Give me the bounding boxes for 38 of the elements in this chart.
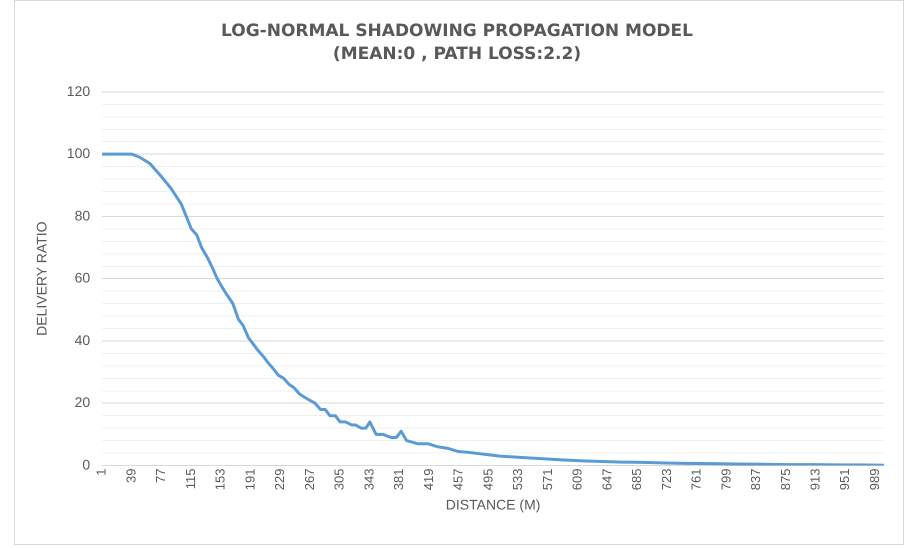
y-tick-label: 80 xyxy=(74,207,90,224)
x-tick-label: 533 xyxy=(510,468,526,490)
x-tick-label: 989 xyxy=(866,468,882,490)
x-tick-label: 647 xyxy=(599,468,614,490)
x-tick-label: 115 xyxy=(182,468,198,490)
x-tick-label: 609 xyxy=(570,468,585,490)
x-tick-label: 229 xyxy=(272,468,288,490)
y-axis-title: DELIVERY RATIO xyxy=(33,221,50,336)
x-tick-label: 419 xyxy=(420,468,436,490)
x-tick-label: 77 xyxy=(153,468,168,483)
x-tick-label: 799 xyxy=(718,468,734,490)
x-tick-label: 267 xyxy=(302,468,317,490)
y-tick-label: 0 xyxy=(82,456,90,472)
y-tick-label: 100 xyxy=(66,145,90,162)
x-tick-label: 457 xyxy=(450,468,466,490)
y-tick-label: 40 xyxy=(74,332,90,348)
x-tick-label: 723 xyxy=(658,468,674,490)
chart-subtitle: (MEAN:0 , PATH LOSS:2.2) xyxy=(332,44,582,64)
x-tick-label: 685 xyxy=(629,468,644,490)
y-tick-label: 60 xyxy=(74,270,90,286)
x-tick-label: 761 xyxy=(688,468,704,490)
x-tick-label: 951 xyxy=(837,468,852,490)
x-tick-label: 837 xyxy=(748,468,764,490)
x-axis-title: DISTANCE (M) xyxy=(446,496,540,512)
y-tick-label: 20 xyxy=(74,394,90,410)
x-tick-label: 153 xyxy=(212,468,228,490)
x-tick-label: 381 xyxy=(391,468,406,490)
x-tick-label: 495 xyxy=(480,468,496,490)
x-tick-label: 343 xyxy=(361,468,376,490)
y-tick-label: 120 xyxy=(66,82,90,99)
chart-title: LOG-NORMAL SHADOWING PROPAGATION MODEL xyxy=(221,20,694,41)
x-tick-label: 305 xyxy=(332,468,347,490)
x-tick-label: 571 xyxy=(540,468,555,490)
x-tick-label: 875 xyxy=(778,468,793,490)
x-tick-label: 913 xyxy=(807,468,822,490)
x-tick-label: 39 xyxy=(123,468,138,483)
x-tick-label: 1 xyxy=(94,468,109,476)
x-tick-label: 191 xyxy=(242,468,258,490)
